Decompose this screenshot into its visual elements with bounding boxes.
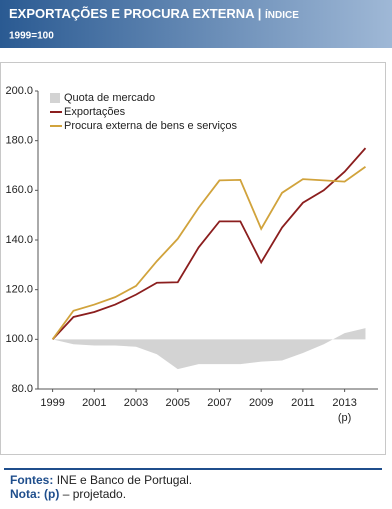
legend-swatch: [50, 93, 60, 103]
y-tick-label: 120.0: [5, 284, 33, 296]
y-tick-label: 80.0: [12, 383, 33, 395]
chart-title: EXPORTAÇÕES E PROCURA EXTERNA | ÍNDICE: [9, 6, 299, 21]
area: [52, 328, 366, 370]
chart-subtitle: 1999=100: [9, 31, 54, 42]
footer: Fontes: INE e Banco de Portugal. Nota: (…: [4, 468, 382, 501]
x-tick-label: 2013: [332, 397, 356, 409]
legend-label: Quota de mercado: [64, 92, 155, 104]
x-tick-label: 2005: [166, 397, 190, 409]
note: Nota: (p) – projetado.: [10, 487, 127, 501]
x-tick-label: 2001: [82, 397, 106, 409]
legend-label: Exportações: [64, 106, 126, 118]
x-tick-label: 2011: [291, 397, 315, 409]
y-tick-label: 140.0: [5, 234, 33, 246]
x-tick-label: 2009: [249, 397, 273, 409]
line: [51, 147, 367, 340]
sources: Fontes: INE e Banco de Portugal.: [10, 473, 193, 487]
x-tick-note: (p): [338, 412, 351, 424]
chart-frame: [0, 62, 386, 455]
y-tick-label: 180.0: [5, 135, 33, 147]
y-tick-label: 200.0: [5, 85, 33, 97]
header-band: [0, 0, 392, 48]
chart: EXPORTAÇÕES E PROCURA EXTERNA | ÍNDICE 1…: [0, 0, 392, 455]
legend-label: Procura externa de bens e serviços: [64, 120, 238, 132]
x-tick-label: 2003: [124, 397, 148, 409]
x-tick-label: 1999: [40, 397, 64, 409]
line: [51, 166, 367, 340]
x-tick-label: 2007: [207, 397, 231, 409]
y-tick-label: 100.0: [5, 333, 33, 345]
y-tick-label: 160.0: [5, 184, 33, 196]
